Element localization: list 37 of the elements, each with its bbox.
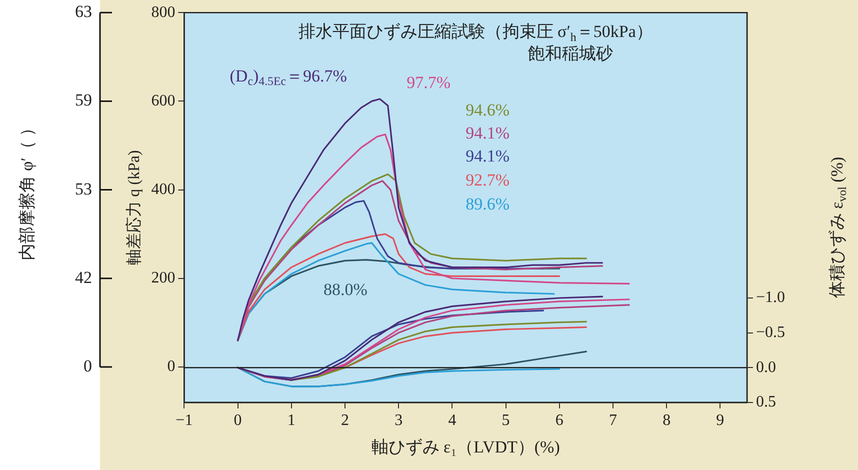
- text: 59: [75, 90, 92, 110]
- y-tick-label: 800: [151, 4, 176, 21]
- x-tick-label: 3: [394, 412, 403, 430]
- x-tick-label: 2: [340, 412, 349, 430]
- text: 53: [75, 179, 92, 198]
- y-tick-label: 400: [151, 180, 176, 198]
- y-tick-label: 0: [167, 358, 176, 376]
- x-tick-label: 0: [234, 412, 242, 430]
- y-tick-label: 200: [151, 270, 176, 287]
- y3-axis-title: 内部摩擦角 φ′（ ）: [17, 119, 36, 260]
- y-axis-title: 軸差応力 q (kPa): [124, 150, 143, 265]
- text: 0: [84, 356, 92, 376]
- y2-tick-label: 0.0: [756, 358, 776, 376]
- x-axis-title: 軸ひずみ ε₁（LVDT）(%): [371, 437, 560, 456]
- series-label: 88.0%: [324, 280, 368, 300]
- text: 飽和稲城砂: [528, 44, 613, 64]
- text: 94.6%: [466, 100, 510, 120]
- text: 42: [75, 268, 92, 287]
- x-tick-label: 7: [608, 412, 617, 430]
- y2-axis-title: 体積ひずみ εvol (%): [827, 156, 850, 298]
- x-tick-label: 1: [287, 412, 296, 430]
- y-tick-label: 600: [151, 92, 176, 110]
- text: 94.1%: [466, 123, 510, 142]
- text: 63: [75, 2, 92, 22]
- x-tick-label: 5: [502, 412, 510, 430]
- y2-tick-label: 0.5: [756, 394, 776, 411]
- x-tick-label: 6: [555, 412, 564, 430]
- y2-tick-label: −1.0: [756, 289, 786, 306]
- x-tick-label: −1: [176, 412, 193, 430]
- x-tick-label: 9: [716, 412, 724, 430]
- x-tick-label: 8: [662, 412, 671, 430]
- text: 97.7%: [406, 72, 451, 92]
- text: 89.6%: [466, 194, 510, 214]
- y2-tick-label: −0.5: [756, 324, 786, 341]
- text: 94.1%: [466, 146, 510, 166]
- text: 92.7%: [466, 170, 510, 190]
- x-tick-label: 4: [448, 412, 456, 430]
